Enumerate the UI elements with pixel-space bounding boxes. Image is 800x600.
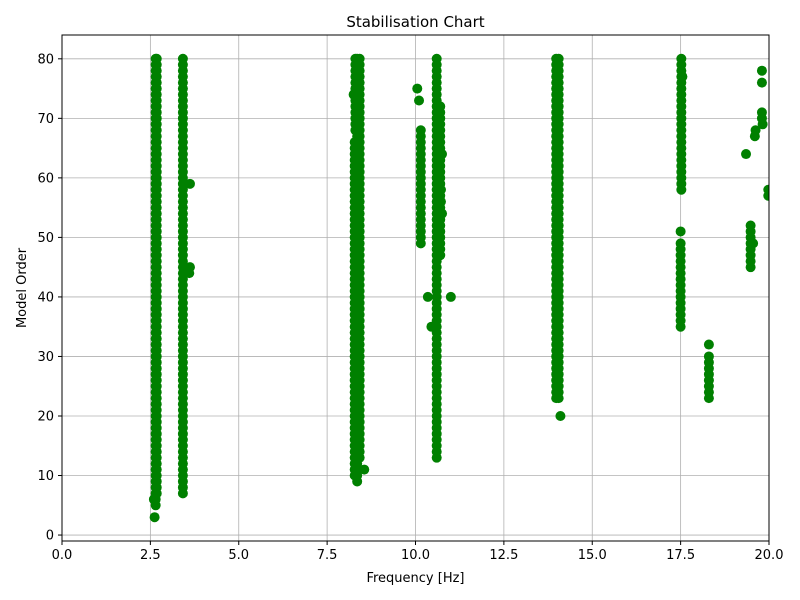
data-point [750,125,761,136]
data-point [435,184,446,195]
x-tick-label: 7.5 [317,548,338,563]
data-point [415,125,426,136]
y-tick-label: 80 [37,52,54,67]
data-point [445,291,456,302]
y-tick-label: 0 [46,529,54,544]
data-point [756,77,767,88]
chart-title: Stabilisation Chart [346,13,484,31]
data-point [741,149,752,160]
data-point [431,53,442,64]
y-tick-label: 70 [37,112,54,127]
x-tick-label: 2.5 [140,548,161,563]
x-tick-label: 0.0 [52,548,73,563]
data-point [703,351,714,362]
data-point [745,220,756,231]
data-point [184,178,195,189]
data-point [677,71,688,82]
data-point [555,410,566,421]
x-tick-label: 5.0 [228,548,249,563]
data-point [184,262,195,273]
axis-ticks: 0.0 2.5 5.0 7.5 10.0 12.5 15.0 17.5 20.0 0 10 20 30 4… [37,52,783,563]
data-point [703,339,714,350]
data-point [426,321,437,332]
data-point [437,208,448,219]
data-points [148,53,769,523]
data-point [359,464,370,475]
data-point [148,494,159,505]
y-tick-label: 40 [37,290,54,305]
y-tick-label: 20 [37,409,54,424]
data-point [149,512,160,523]
data-point [414,95,425,106]
data-point [435,196,446,207]
data-point [676,53,687,64]
data-point [412,83,423,94]
x-axis-title: Frequency [Hz] [366,571,464,586]
data-point [177,53,188,64]
data-point [748,238,759,249]
x-tick-label: 20.0 [755,548,784,563]
data-point [675,226,686,237]
data-point [553,53,564,64]
data-point [675,238,686,249]
y-axis-title: Model Order [15,247,30,328]
x-tick-label: 10.0 [401,548,430,563]
data-point [437,149,448,160]
data-point [435,101,446,112]
x-tick-label: 12.5 [489,548,518,563]
data-point [151,53,162,64]
data-point [422,291,433,302]
x-tick-label: 15.0 [578,548,607,563]
x-tick-label: 17.5 [666,548,695,563]
y-tick-label: 30 [37,350,54,365]
data-point [756,113,767,124]
data-point [348,89,359,100]
data-point [756,65,767,76]
y-tick-label: 50 [37,231,54,246]
y-tick-label: 60 [37,171,54,186]
data-point [354,53,365,64]
y-tick-label: 10 [37,469,54,484]
data-point [763,190,769,201]
